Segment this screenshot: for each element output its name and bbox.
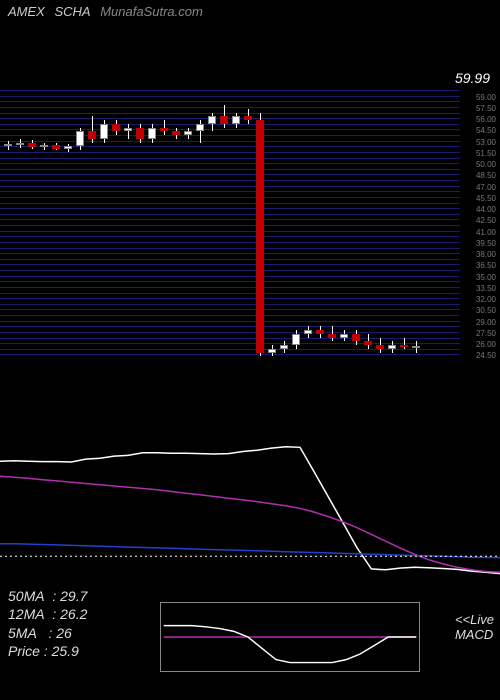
live-macd-label: <<Live MACD	[455, 613, 494, 642]
ma-line-50MA	[0, 544, 500, 558]
candles	[0, 90, 500, 360]
exchange-label: AMEX	[8, 4, 45, 19]
ma-line-12MA	[0, 476, 500, 572]
stat-row: 50MA : 29.7	[8, 587, 87, 605]
macd-svg	[161, 603, 419, 671]
top-price-label: 59.99	[455, 70, 490, 86]
source-label: MunafaSutra.com	[100, 4, 203, 19]
stat-row: Price : 25.9	[8, 642, 87, 660]
ma-line-5MA	[0, 447, 500, 574]
macd-text: MACD	[455, 627, 493, 642]
ma-svg	[0, 430, 500, 590]
macd-panel	[160, 602, 420, 672]
macd-signal-line	[164, 626, 417, 663]
stat-row: 5MA : 26	[8, 624, 87, 642]
live-text: <<Live	[455, 612, 494, 627]
stat-row: 12MA : 26.2	[8, 605, 87, 623]
price-chart: 59.99 59.0057.5056.0054.5053.0051.5050.0…	[0, 90, 500, 360]
ticker-label: SCHA	[54, 4, 90, 19]
moving-average-panel	[0, 430, 500, 590]
chart-header: AMEX SCHA MunafaSutra.com	[8, 4, 203, 19]
stats-block: 50MA : 29.712MA : 26.25MA : 26Price : 25…	[8, 587, 87, 660]
